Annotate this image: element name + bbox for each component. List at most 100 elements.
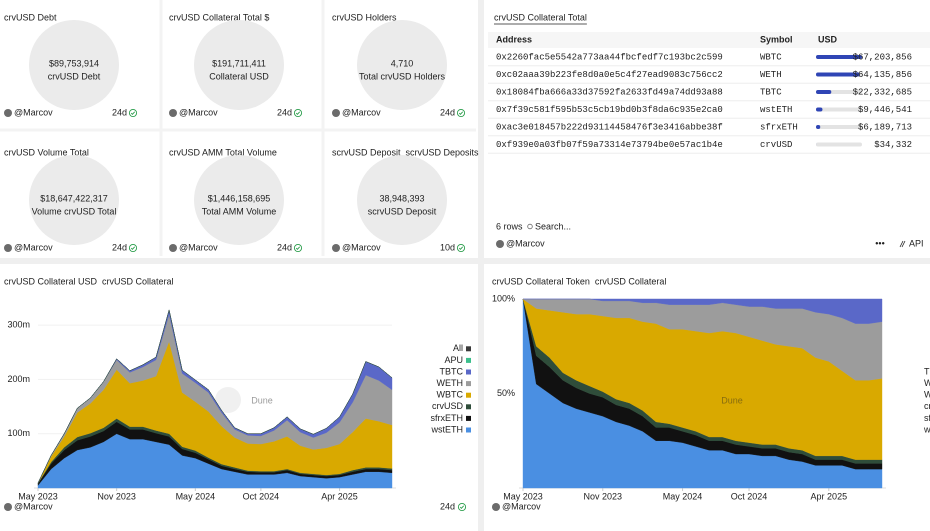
usd-bar (816, 55, 862, 59)
x-tick-label: May 2024 (176, 491, 216, 501)
legend-label: WETH (437, 378, 464, 388)
age: 24d (112, 242, 127, 252)
x-tick-label: Oct 2024 (243, 491, 280, 501)
usd-value: $6,189,713 (858, 122, 912, 132)
stacked-area (37, 309, 393, 484)
column-header: USD (818, 34, 838, 44)
usd-bar-track (816, 142, 862, 147)
legend-label: WBTC (437, 390, 464, 400)
x-tick-label: May 2024 (663, 491, 703, 501)
avatar (332, 244, 340, 252)
chart-title: crvUSD Collateral USD (4, 276, 98, 286)
legend-swatch (466, 427, 471, 433)
symbol: sfrxETH (760, 122, 798, 132)
legend-swatch (466, 392, 471, 398)
watermark-logo (215, 387, 241, 413)
check-icon (459, 505, 465, 509)
legend-label: APU (444, 355, 463, 365)
usd-bar (816, 90, 832, 94)
author: @Marcov (506, 238, 545, 248)
legend-swatch (466, 357, 471, 363)
address: 0xf939e0a03fb07f59a73314e73794be0e57ac1b… (496, 140, 723, 150)
usd-value: $64,135,856 (853, 70, 912, 80)
counter-label: Collateral USD (209, 71, 269, 81)
author: @Marcov (14, 107, 53, 117)
watermark: Dune (721, 395, 743, 405)
symbol: WBTC (760, 52, 782, 62)
chart-subtitle: crvUSD Collateral (595, 276, 667, 286)
symbol: TBTC (760, 87, 782, 97)
watermark: Dune (251, 395, 273, 405)
check-icon (458, 111, 464, 115)
author: @Marcov (342, 242, 381, 252)
age: 24d (440, 107, 455, 117)
avatar (169, 109, 177, 117)
counter-title: crvUSD AMM Total Volume (169, 147, 277, 157)
table-title: crvUSD Collateral Total (494, 12, 587, 22)
age: 24d (440, 501, 455, 511)
age: 10d (440, 242, 455, 252)
x-tick-label: Apr 2025 (811, 491, 848, 501)
counter-value: $18,647,422,317 (40, 193, 108, 203)
check-icon (456, 243, 466, 253)
legend-label: WETH (924, 378, 930, 388)
check-icon (457, 502, 467, 512)
author: @Marcov (502, 501, 541, 511)
legend-swatch (466, 404, 471, 410)
legend-label: crvUSD (924, 401, 930, 411)
check-icon (130, 111, 136, 115)
counter-backdrop (357, 20, 447, 110)
usd-bar (816, 107, 823, 112)
counter-backdrop (357, 155, 447, 245)
author: @Marcov (179, 107, 218, 117)
counter-title: crvUSD Collateral Total $ (169, 12, 269, 22)
counter-title: crvUSD Holders (332, 12, 397, 22)
y-tick-label: 100% (492, 293, 515, 303)
avatar (496, 240, 504, 248)
legend-label: WBTC (924, 390, 930, 400)
chart-title: crvUSD Collateral Token (492, 276, 590, 286)
check-icon (128, 243, 138, 253)
avatar (332, 109, 340, 117)
table-header (488, 32, 930, 48)
legend-label: sfrxETH (431, 413, 464, 423)
usd-bar-track (816, 107, 862, 112)
check-icon (295, 246, 301, 250)
y-tick-label: 200m (7, 374, 30, 384)
legend-swatch (466, 369, 471, 375)
avatar (4, 244, 12, 252)
api-icon (899, 240, 906, 248)
row-count: 6 rows (496, 221, 523, 231)
search-icon (527, 223, 533, 230)
counter-title: scrvUSD Deposit (332, 147, 401, 157)
counter-label: scrvUSD Deposit (368, 206, 437, 216)
y-tick-label: 100m (7, 428, 30, 438)
legend-label: sfrxETH (924, 413, 930, 423)
counter-backdrop (29, 20, 119, 110)
legend-label: wstETH (431, 424, 464, 434)
author: @Marcov (14, 501, 53, 511)
x-tick-label: May 2023 (503, 491, 543, 501)
counter-value: $1,446,158,695 (208, 193, 271, 203)
x-tick-label: Apr 2025 (321, 491, 358, 501)
counter-subtitle: scrvUSD Deposits (406, 147, 480, 157)
chart-subtitle: crvUSD Collateral (102, 276, 174, 286)
usd-bar-track (816, 125, 862, 129)
avatar (169, 244, 177, 252)
counter-title: crvUSD Debt (4, 12, 57, 22)
x-tick-label: Oct 2024 (731, 491, 768, 501)
counter-label: Total AMM Volume (202, 206, 277, 216)
author: @Marcov (342, 107, 381, 117)
check-icon (128, 108, 138, 118)
legend-label: TBTC (440, 366, 464, 376)
counter-label: crvUSD Debt (48, 71, 101, 81)
search-box[interactable]: Search... (535, 221, 571, 231)
age: 24d (277, 107, 292, 117)
api-button[interactable]: API (909, 238, 924, 248)
counter-value: 38,948,393 (379, 193, 424, 203)
more-menu: ••• (875, 238, 884, 248)
column-header: Symbol (760, 34, 793, 44)
legend-swatch (466, 415, 471, 421)
address: 0xc02aaa39b223fe8d0a0e5c4f27ead9083c756c… (496, 70, 723, 80)
